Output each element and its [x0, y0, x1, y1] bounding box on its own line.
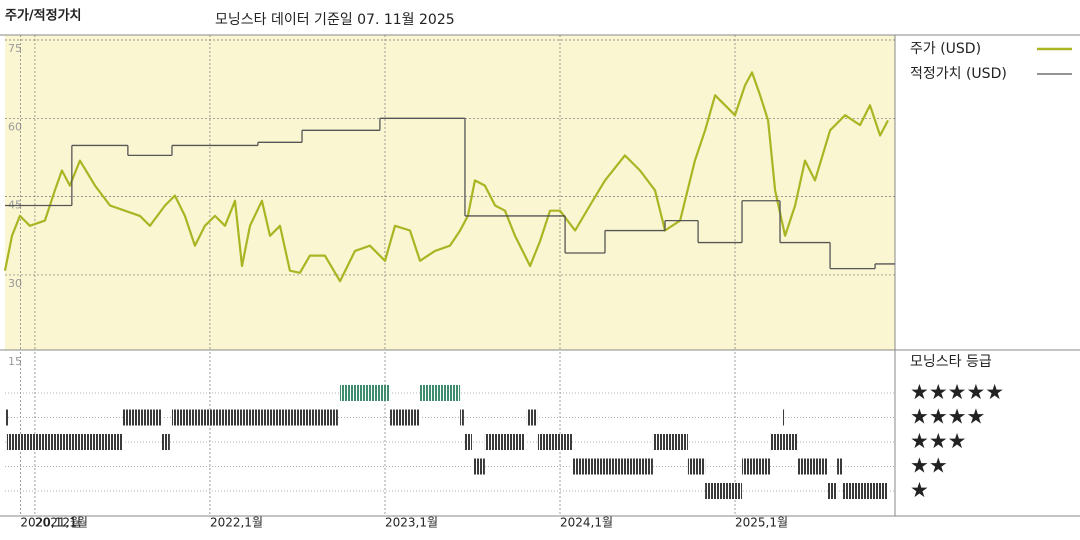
rating-bar — [770, 434, 797, 450]
rating-label: ★ — [910, 478, 929, 502]
rating-label: ★★★★ — [910, 405, 985, 429]
rating-bar — [122, 409, 162, 426]
rating-bar — [484, 434, 525, 450]
rating-bar — [837, 458, 844, 475]
x-tick-label: 2023,1월 — [385, 516, 438, 530]
x-tick-label: 2021,1월 — [35, 516, 88, 530]
rating-bar — [827, 483, 838, 499]
rating-bar — [652, 434, 688, 450]
rating-bar — [161, 434, 170, 450]
rating-bar — [464, 434, 472, 450]
rating-bar — [687, 458, 706, 475]
price-line — [3, 71, 889, 283]
rating-bar — [526, 409, 538, 426]
y-tick-label: 30 — [8, 277, 22, 290]
y-tick-label: 60 — [8, 120, 22, 133]
plot-background — [5, 35, 895, 350]
rating-bar — [5, 409, 8, 426]
rating-bar — [460, 409, 464, 426]
rating-bar — [419, 385, 461, 401]
x-tick-label: 2022,1월 — [210, 516, 263, 530]
rating-bar — [6, 434, 123, 450]
rating-bar — [796, 458, 828, 475]
rating-bar — [171, 409, 338, 426]
chart-subtitle: 모닝스타 데이터 기준일 07. 11월 2025 — [215, 12, 455, 28]
rating-bar — [339, 385, 391, 401]
rating-label: ★★ — [910, 454, 948, 478]
rating-bar — [537, 434, 573, 450]
rating-bar — [473, 458, 485, 475]
x-tick-label: 2025,1월 — [735, 516, 788, 530]
legend-label: 주가 (USD) — [910, 41, 981, 57]
rating-bar — [782, 409, 785, 426]
x-tick-label: 2024,1월 — [560, 516, 613, 530]
rating-bar — [572, 458, 653, 475]
y-tick-label: 75 — [8, 42, 22, 55]
x-tick-label: 2020,12월 — [20, 516, 81, 530]
chart-title: 주가/적정가치 — [5, 8, 82, 24]
rating-bar — [390, 409, 420, 426]
rating-bar — [843, 483, 888, 499]
rating-bar — [742, 458, 771, 475]
rating-bar — [705, 483, 743, 499]
rating-label: ★★★ — [910, 429, 966, 453]
rating-label: ★★★★★ — [910, 380, 1004, 404]
y-tick-label: 15 — [8, 355, 22, 368]
legend-label: 적정가치 (USD) — [910, 66, 1007, 82]
rating-title: 모닝스타 등급 — [910, 354, 992, 370]
